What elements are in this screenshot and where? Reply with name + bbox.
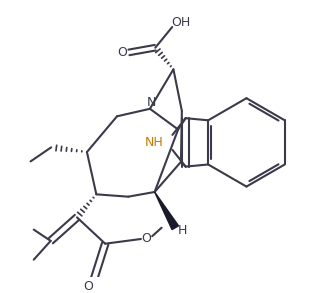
Text: OH: OH: [171, 16, 190, 29]
Text: O: O: [142, 231, 152, 245]
Polygon shape: [155, 192, 179, 230]
Text: O: O: [83, 280, 93, 293]
Text: NH: NH: [145, 136, 164, 149]
Text: N: N: [147, 96, 157, 109]
Text: H: H: [178, 224, 188, 237]
Text: O: O: [117, 46, 127, 59]
